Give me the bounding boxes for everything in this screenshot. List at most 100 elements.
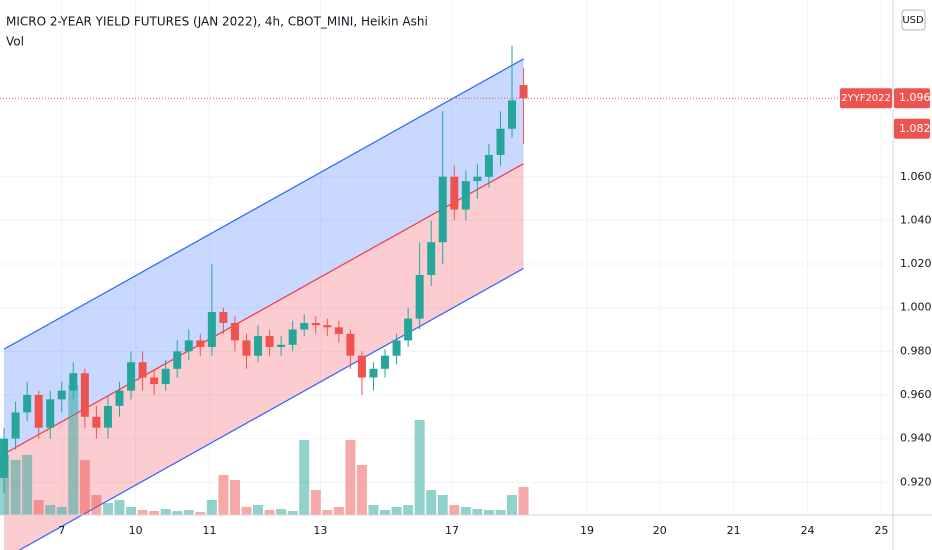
volume-bar [299,440,310,515]
axes: 0.920 0.940 0.960 0.980 1.000 1.020 1.040 1.060… [58,88,932,537]
volume-bar [229,480,240,515]
candle-body [484,154,493,177]
candle-body [381,355,390,369]
volume-bar [403,505,414,515]
volume-bar [449,505,460,515]
price-label-box [894,118,930,139]
volume-bar [264,510,275,515]
volume-bar [345,440,356,515]
x-tick-label: 7 [58,524,65,537]
volume-bar [437,495,448,515]
candle-body [461,181,470,210]
candle-body [103,405,112,428]
channel-middle [3,163,524,455]
candle-body [288,329,297,345]
y-tick-label: 0.960 [900,388,932,401]
y-tick-label: 1.060 [900,170,932,183]
volume-bar [276,509,287,515]
price-label: 1.096 [899,91,931,104]
volume-bar [322,510,333,515]
candle-body [11,412,20,439]
volume-bar [472,509,483,515]
candle-body [207,312,216,347]
x-tick-label: 13 [313,524,327,537]
x-tick-label: 20 [653,524,667,537]
y-tick-label: 1.040 [900,213,932,226]
x-tick-label: 19 [580,524,594,537]
volume-bar [218,475,229,515]
grid [0,0,893,515]
volume-bar [114,500,125,515]
volume-bar [460,507,471,515]
volume-bar [495,510,506,515]
volume-bar [380,510,391,515]
x-tick-label: 10 [129,524,143,537]
candle-body [23,394,32,413]
x-tick-label: 24 [801,524,815,537]
volume-bar [102,503,113,515]
candle-body [323,325,332,328]
candle-body [334,327,343,334]
y-tick-label: 0.920 [900,475,932,488]
candle-body [508,100,517,129]
volume-bar [426,490,437,515]
candle-body [300,322,309,330]
volume-bar [79,460,90,515]
price-label: 1.082 [899,122,931,135]
candle-body [277,344,286,347]
currency[interactable]: USD [902,15,924,26]
symbol-label-box [840,88,892,109]
candle-body [219,312,228,323]
volume-bar [183,510,194,515]
candle-body [80,373,89,417]
volume-bar [333,507,344,515]
candle-body [173,351,182,369]
price-label-box [894,88,930,109]
candle-body [0,438,9,478]
volume-bar [137,510,148,515]
candle-body [34,394,43,428]
volume-bar [287,511,298,515]
volume-bar [206,500,217,515]
candle-body [184,340,193,352]
currency-box[interactable] [901,9,926,31]
volume-bar [414,420,425,515]
candle-body [311,322,320,326]
volume-bar [68,385,79,515]
symbol-label: 2YYF2022 [841,93,891,104]
volume-bar [483,510,494,515]
volume-bar [391,507,402,515]
y-tick-label: 1.000 [900,301,932,314]
candle-body [415,274,424,319]
candle-body [392,340,401,356]
channel-lower [18,267,524,550]
channel-fill [4,58,524,454]
volume-bar [33,500,44,515]
volume-bar [172,511,183,515]
candle-body [57,390,66,400]
candle-body [150,377,159,385]
indicator-label: Vol [6,35,24,49]
candle-body [69,373,78,391]
x-tick-label: 17 [445,524,459,537]
channel-fill [4,163,524,550]
x-tick-label: 25 [874,524,888,537]
volume-bar [356,465,367,515]
volume-bar [10,460,21,515]
volume-bar [160,509,171,515]
candle-body [427,242,436,275]
y-tick-label: 1.020 [900,257,932,270]
volume-bar [310,490,321,515]
x-tick-label: 11 [203,524,217,537]
volume-bar [241,507,252,515]
candle-body [230,322,239,341]
candle-body [161,368,170,385]
candle-body [265,336,274,347]
candle-body [450,176,459,210]
volume-bar [507,495,518,515]
y-tick-label: 0.980 [900,344,932,357]
candle-body [519,85,528,99]
candle-body [438,176,447,243]
candle-body [369,368,378,378]
